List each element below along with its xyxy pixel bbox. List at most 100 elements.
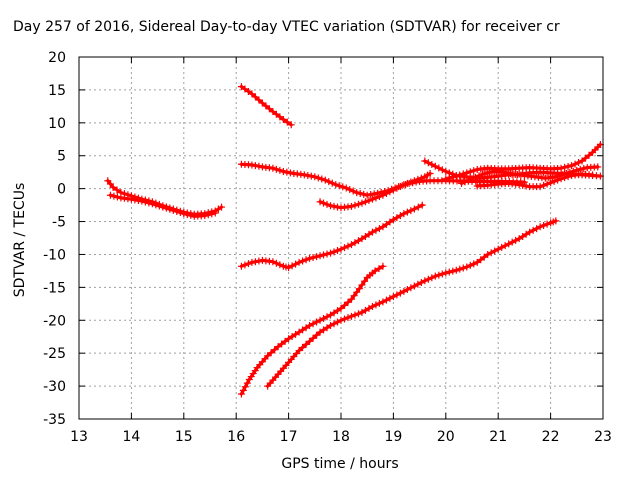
data-point xyxy=(465,176,473,184)
data-point xyxy=(276,166,284,174)
data-point xyxy=(320,199,328,207)
data-point xyxy=(417,174,425,182)
series-5 xyxy=(316,169,434,212)
data-point xyxy=(471,173,479,181)
data-point xyxy=(571,160,579,168)
data-point xyxy=(302,256,310,264)
series-line xyxy=(239,85,293,127)
data-point xyxy=(557,164,565,172)
x-tick-label: 21 xyxy=(489,429,507,445)
y-tick-label: -25 xyxy=(43,346,66,362)
data-point xyxy=(316,198,324,206)
data-point xyxy=(318,175,326,183)
data-point xyxy=(239,386,247,394)
data-point xyxy=(368,195,376,203)
data-point xyxy=(463,169,471,177)
data-point xyxy=(445,268,453,276)
data-point xyxy=(375,193,383,201)
data-point xyxy=(337,245,345,253)
data-point xyxy=(344,242,352,250)
data-point xyxy=(459,170,467,178)
data-point xyxy=(350,292,358,300)
data-point xyxy=(355,285,363,293)
y-tick-label: 5 xyxy=(57,149,66,165)
data-point xyxy=(169,206,177,214)
data-point xyxy=(320,251,328,259)
data-point xyxy=(106,191,114,199)
data-point xyxy=(375,299,383,307)
data-point xyxy=(208,210,216,218)
data-point xyxy=(304,171,312,179)
series-line xyxy=(318,171,432,210)
data-point xyxy=(410,177,418,185)
data-point xyxy=(522,182,530,190)
data-point xyxy=(255,257,263,265)
data-point xyxy=(295,347,303,355)
x-tick-label: 20 xyxy=(437,429,455,445)
data-point xyxy=(400,210,408,218)
data-point xyxy=(340,244,348,252)
data-point xyxy=(283,118,291,126)
data-point xyxy=(327,202,335,210)
data-point xyxy=(269,258,277,266)
data-point xyxy=(152,201,160,209)
data-point xyxy=(449,267,457,275)
x-tick-label: 19 xyxy=(384,429,402,445)
data-point xyxy=(347,202,355,210)
data-point xyxy=(470,260,478,268)
data-point xyxy=(426,169,434,177)
data-point xyxy=(414,203,422,211)
data-point xyxy=(576,165,584,173)
data-point xyxy=(573,166,581,174)
x-axis-label: GPS time / hours xyxy=(281,456,399,472)
data-point xyxy=(340,315,348,323)
data-point xyxy=(187,211,195,219)
data-point xyxy=(166,205,174,213)
series-7 xyxy=(442,141,604,183)
data-point xyxy=(456,265,464,273)
series-12 xyxy=(264,217,560,390)
data-point xyxy=(279,168,287,176)
series-3 xyxy=(237,83,295,129)
data-point xyxy=(356,189,364,197)
data-point xyxy=(468,175,476,183)
y-tick-label: -20 xyxy=(43,313,66,329)
data-point xyxy=(159,203,167,211)
data-point xyxy=(346,186,354,194)
data-point xyxy=(482,169,490,177)
data-point xyxy=(407,207,415,215)
y-tick-label: -35 xyxy=(43,412,66,428)
data-point xyxy=(442,269,450,277)
data-point xyxy=(400,181,408,189)
data-point xyxy=(589,171,597,179)
x-tick-label: 17 xyxy=(280,429,298,445)
data-point xyxy=(337,304,345,312)
data-point xyxy=(342,184,350,192)
y-tick-label: 0 xyxy=(57,182,66,198)
data-point xyxy=(459,264,467,272)
data-point xyxy=(354,200,362,208)
data-point xyxy=(255,162,263,170)
data-point xyxy=(461,178,469,186)
data-point xyxy=(299,343,307,351)
data-point xyxy=(276,261,284,269)
data-point xyxy=(113,186,121,194)
data-point xyxy=(358,281,366,289)
data-point xyxy=(218,203,226,211)
data-point xyxy=(360,190,368,198)
data-point xyxy=(323,200,331,208)
data-point xyxy=(325,178,333,186)
series-line xyxy=(266,219,558,388)
series-10 xyxy=(237,201,426,272)
data-point xyxy=(145,199,153,207)
data-point xyxy=(155,202,163,210)
data-point xyxy=(347,312,355,320)
data-point xyxy=(251,93,259,101)
data-point xyxy=(403,179,411,187)
data-point xyxy=(176,209,184,217)
data-point xyxy=(110,192,118,200)
data-point xyxy=(445,174,453,182)
data-point xyxy=(379,262,387,270)
y-tick-label: -10 xyxy=(43,247,66,263)
